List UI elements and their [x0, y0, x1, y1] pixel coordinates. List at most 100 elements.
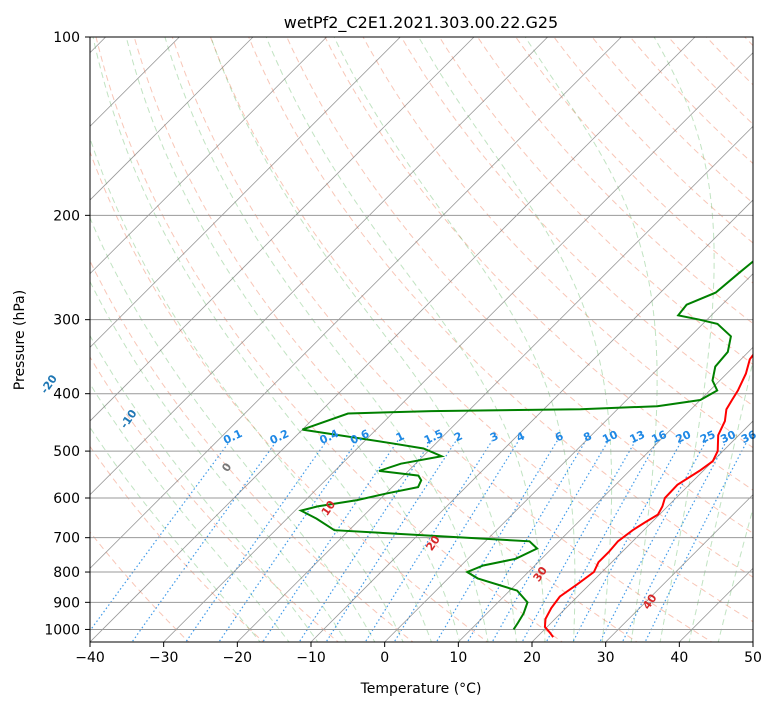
mixing-ratio-line — [131, 440, 278, 642]
dry-adiabat-line — [90, 356, 340, 642]
y-tick-label: 800 — [53, 565, 80, 581]
isotherm-line — [458, 346, 753, 642]
mixing-ratio-label: 30 — [718, 428, 738, 446]
moist-adiabat-line — [653, 37, 715, 642]
mixing-ratio-line — [621, 440, 728, 642]
axis-ticks: −40 −30 −20 −10 0 10 20 30 40 5010020030040050060… — [44, 30, 762, 666]
y-tick-label: 300 — [53, 313, 80, 329]
x-tick-label: −20 — [223, 650, 253, 666]
dry-adiabat-line — [591, 37, 753, 204]
moist-adiabat-line — [524, 37, 658, 642]
moist-adiabat-line — [92, 37, 432, 642]
mixing-ratio-label: 4 — [514, 429, 527, 444]
mixing-ratio-line — [435, 440, 558, 642]
dry-adiabat-line — [133, 37, 638, 642]
y-tick-label: 1000 — [44, 622, 80, 638]
isotherm-line — [531, 420, 753, 642]
dry-adiabat-line — [667, 37, 753, 125]
dry-adiabat-line — [515, 37, 753, 284]
isotherm-line — [90, 37, 327, 275]
x-tick-label: −10 — [296, 650, 326, 666]
moist-adiabat-line — [265, 37, 546, 642]
x-tick-label: 30 — [597, 650, 615, 666]
x-tick-label: −40 — [75, 650, 105, 666]
moist-adiabat-line — [90, 136, 404, 642]
mixing-ratio-line — [491, 440, 609, 642]
mixing-ratio-label: 25 — [698, 428, 717, 446]
dry-adiabat-line — [744, 37, 753, 47]
profile-line — [543, 353, 753, 638]
y-tick-label: 700 — [53, 531, 80, 547]
isotherm-line — [384, 273, 753, 642]
dry-adiabat-label: 40 — [640, 592, 660, 612]
dry-adiabat-line — [629, 37, 753, 165]
dry-adiabat-line — [770, 24, 775, 645]
moist-adiabat-line — [210, 37, 518, 642]
mixing-ratio-label: 3 — [488, 430, 500, 445]
mixing-ratio-line — [185, 440, 328, 642]
dry-adiabat-line — [286, 37, 753, 534]
isotherm-line — [752, 641, 753, 642]
isotherm-line — [90, 37, 696, 642]
mixing-ratio-label: 0.1 — [221, 427, 244, 447]
moist-adiabat-line — [688, 358, 753, 642]
isotherm-line — [90, 37, 401, 348]
dry-adiabat-line — [324, 37, 753, 491]
profiles — [298, 260, 753, 638]
y-axis-label: Pressure (hPa) — [12, 290, 28, 390]
y-tick-label: 900 — [53, 595, 80, 611]
profile-line — [298, 260, 753, 630]
isotherm-line — [679, 567, 753, 642]
mixing-ratio-label: 1.5 — [422, 427, 445, 447]
mixing-ratio-line — [262, 440, 399, 642]
y-tick-label: 600 — [53, 491, 80, 507]
mixing-ratio-line — [325, 440, 457, 642]
mixing-ratio-label: 36 — [739, 428, 759, 446]
moist-adiabat-line — [164, 37, 489, 642]
moist-adiabat-line — [90, 334, 319, 642]
dry-adiabat-line — [90, 531, 190, 642]
chart-title: wetPf2_C2E1.2021.303.00.22.G25 — [284, 13, 558, 33]
isotherm-line — [90, 37, 622, 569]
moist-adiabat-line — [717, 506, 753, 642]
moist-adiabat-line — [90, 216, 376, 642]
y-tick-label: 500 — [53, 444, 80, 460]
pressure-grid — [90, 37, 753, 630]
mixing-ratio-label: 16 — [650, 428, 670, 446]
x-tick-label: 20 — [523, 650, 541, 666]
x-tick-label: 10 — [449, 650, 467, 666]
isotherm-line — [90, 37, 254, 201]
moist-adiabat-line — [90, 426, 261, 642]
dry-adiabat-line — [90, 150, 489, 642]
mixing-ratio-line — [545, 440, 659, 642]
mixing-ratio-line — [572, 440, 683, 642]
y-tick-label: 400 — [53, 387, 80, 403]
y-tick-label: 200 — [53, 208, 80, 224]
background-lines — [90, 24, 775, 645]
y-tick-label: 100 — [53, 30, 80, 46]
x-tick-label: 40 — [670, 650, 688, 666]
isotherm-line — [90, 37, 548, 496]
dry-adiabat-line — [705, 37, 753, 86]
dry-adiabat-line — [248, 37, 753, 578]
mixing-ratio-line — [364, 440, 493, 642]
mixing-ratio-line — [521, 440, 637, 642]
mixing-ratio-label: 1 — [394, 430, 406, 445]
isotherm-line — [605, 494, 753, 642]
plot-frame — [89, 36, 754, 643]
x-tick-label: 50 — [744, 650, 762, 666]
mixing-ratio-line — [599, 440, 707, 642]
x-tick-label: −30 — [149, 650, 179, 666]
mixing-ratio-label: 2 — [452, 430, 464, 445]
mixing-ratio-label: 0.6 — [348, 427, 371, 447]
mixing-ratio-label: 0.4 — [318, 427, 341, 447]
isotherm-line — [163, 52, 753, 642]
x-axis-label: Temperature (°C) — [360, 681, 482, 697]
x-tick-label: 0 — [380, 650, 389, 666]
isotherm-line — [90, 37, 475, 422]
mixing-ratio-label: 6 — [553, 429, 566, 444]
mixing-ratio-label: 20 — [674, 428, 694, 446]
dry-adiabat-line — [438, 37, 753, 366]
dry-adiabat-line — [362, 37, 753, 449]
mixing-ratio-label: 10 — [600, 428, 620, 446]
